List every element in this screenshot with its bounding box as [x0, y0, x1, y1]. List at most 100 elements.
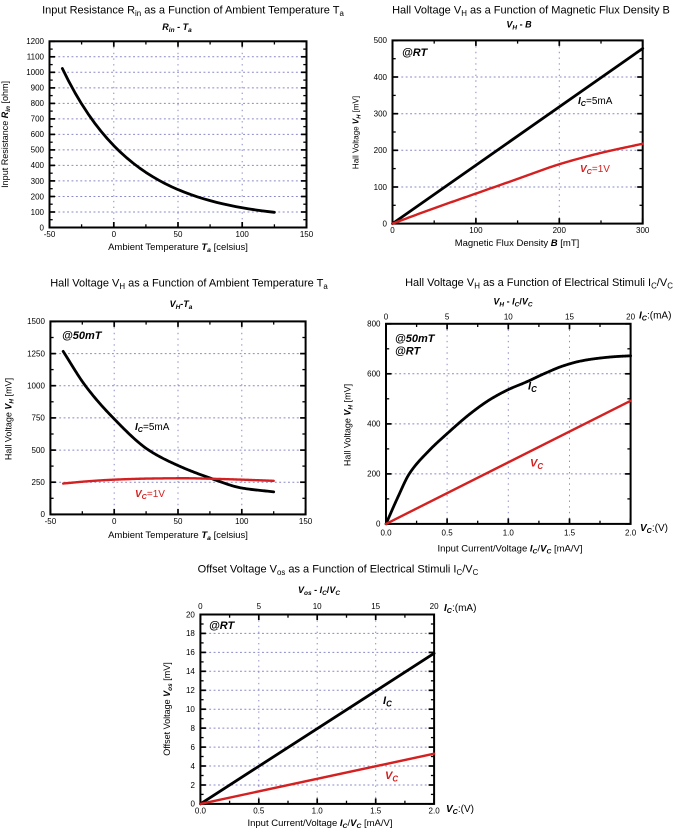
- svg-text:600: 600: [367, 370, 381, 379]
- svg-text:18: 18: [186, 629, 195, 638]
- svg-text:Hall Voltage VH as a Function: Hall Voltage VH as a Function of Electri…: [405, 277, 673, 290]
- svg-text:400: 400: [31, 161, 45, 170]
- svg-text:0: 0: [376, 520, 381, 529]
- svg-text:VC:(V): VC:(V): [640, 523, 668, 535]
- svg-text:0: 0: [112, 230, 117, 239]
- svg-text:100: 100: [235, 517, 249, 526]
- svg-text:100: 100: [374, 183, 388, 192]
- svg-text:Ambient Temperature Ta [celsiu: Ambient Temperature Ta [celsius]: [108, 242, 248, 254]
- svg-text:10: 10: [313, 602, 322, 611]
- svg-text:150: 150: [300, 230, 314, 239]
- svg-text:0: 0: [384, 312, 389, 321]
- svg-text:VC: VC: [530, 458, 543, 471]
- svg-text:IC=5mA: IC=5mA: [578, 96, 613, 108]
- svg-text:50: 50: [174, 230, 183, 239]
- svg-text:4: 4: [190, 762, 195, 771]
- svg-text:200: 200: [367, 470, 381, 479]
- svg-text:900: 900: [31, 84, 45, 93]
- svg-text:8: 8: [190, 724, 195, 733]
- svg-text:2.0: 2.0: [625, 528, 637, 537]
- svg-text:5: 5: [257, 602, 262, 611]
- svg-text:16: 16: [186, 648, 195, 657]
- svg-text:0.0: 0.0: [195, 806, 207, 815]
- svg-text:20: 20: [430, 602, 439, 611]
- svg-text:10: 10: [504, 312, 513, 321]
- svg-text:1.5: 1.5: [370, 806, 382, 815]
- svg-text:400: 400: [367, 420, 381, 429]
- svg-text:IC: IC: [383, 695, 392, 708]
- svg-text:VC:(V): VC:(V): [446, 804, 474, 816]
- svg-text:Input Resistance Rin [ohm]: Input Resistance Rin [ohm]: [0, 81, 12, 188]
- svg-text:300: 300: [636, 226, 650, 235]
- svg-text:0: 0: [40, 223, 45, 232]
- svg-text:Hall Voltage VH as a Function: Hall Voltage VH as a Function of Magneti…: [392, 5, 670, 18]
- svg-text:200: 200: [31, 192, 45, 201]
- svg-text:@50mT: @50mT: [62, 330, 103, 342]
- svg-text:1.0: 1.0: [312, 806, 324, 815]
- svg-text:200: 200: [374, 146, 388, 155]
- svg-text:1100: 1100: [27, 53, 45, 62]
- svg-text:Offset Voltage Vos as a Functi: Offset Voltage Vos as a Function of Elec…: [198, 564, 479, 577]
- svg-text:15: 15: [565, 312, 574, 321]
- svg-text:800: 800: [367, 320, 381, 329]
- svg-text:0: 0: [390, 226, 395, 235]
- svg-text:VH - B: VH - B: [506, 20, 532, 32]
- svg-text:@RT: @RT: [395, 346, 421, 358]
- svg-text:1000: 1000: [26, 68, 44, 77]
- svg-text:Offset Voltage Vos [mV]: Offset Voltage Vos [mV]: [162, 662, 174, 756]
- svg-text:VC=1V: VC=1V: [135, 489, 165, 501]
- svg-text:0: 0: [40, 510, 45, 519]
- svg-text:200: 200: [553, 226, 567, 235]
- svg-text:1250: 1250: [27, 349, 45, 358]
- svg-text:100: 100: [31, 208, 45, 217]
- svg-text:IC: IC: [528, 381, 537, 394]
- svg-text:50: 50: [174, 517, 183, 526]
- svg-text:Rin - Ta: Rin - Ta: [162, 22, 192, 34]
- svg-text:1000: 1000: [27, 382, 45, 391]
- svg-text:6: 6: [190, 743, 195, 752]
- svg-text:VC: VC: [385, 770, 398, 783]
- svg-text:1500: 1500: [27, 317, 45, 326]
- svg-text:Input Resistance Rin as a Func: Input Resistance Rin as a Function of Am…: [42, 5, 344, 18]
- svg-text:20: 20: [626, 312, 635, 321]
- svg-text:15: 15: [371, 602, 380, 611]
- svg-text:Input Current/Voltage IC/VC [m: Input Current/Voltage IC/VC [mA/V]: [247, 818, 392, 830]
- svg-text:0: 0: [198, 602, 203, 611]
- svg-text:100: 100: [469, 226, 483, 235]
- svg-text:Hall Voltage VH as a Function: Hall Voltage VH as a Function of Ambient…: [50, 278, 328, 291]
- svg-text:1200: 1200: [26, 37, 44, 46]
- svg-text:10: 10: [186, 705, 195, 714]
- svg-text:2.0: 2.0: [429, 806, 441, 815]
- svg-text:5: 5: [445, 312, 450, 321]
- svg-text:Hall Voltage VH [mV]: Hall Voltage VH [mV]: [352, 96, 363, 169]
- svg-text:500: 500: [31, 146, 45, 155]
- svg-text:VH - IC/VC: VH - IC/VC: [493, 297, 532, 309]
- svg-text:@RT: @RT: [402, 47, 428, 59]
- svg-text:Magnetic Flux Density B [mT]: Magnetic Flux Density B [mT]: [455, 238, 580, 249]
- svg-text:600: 600: [31, 130, 45, 139]
- svg-text:750: 750: [32, 414, 46, 423]
- svg-text:400: 400: [374, 73, 388, 82]
- svg-text:0: 0: [190, 800, 195, 809]
- svg-text:Hall Voltage VH [mV]: Hall Voltage VH [mV]: [4, 378, 16, 460]
- svg-text:250: 250: [32, 478, 46, 487]
- svg-text:Ambient Temperature Ta [celsiu: Ambient Temperature Ta [celsius]: [108, 530, 248, 542]
- svg-text:IC=5mA: IC=5mA: [135, 422, 170, 434]
- svg-text:0.5: 0.5: [442, 528, 454, 537]
- svg-text:0: 0: [112, 517, 117, 526]
- svg-text:IC:(mA): IC:(mA): [639, 311, 671, 323]
- svg-text:0.0: 0.0: [380, 528, 392, 537]
- svg-text:14: 14: [186, 667, 195, 676]
- svg-text:1.5: 1.5: [564, 528, 576, 537]
- svg-text:500: 500: [374, 36, 388, 45]
- svg-text:@RT: @RT: [209, 620, 235, 632]
- svg-text:300: 300: [374, 110, 388, 119]
- svg-text:0: 0: [383, 219, 388, 228]
- svg-text:100: 100: [236, 230, 250, 239]
- svg-text:2: 2: [190, 781, 195, 790]
- svg-text:-50: -50: [44, 230, 56, 239]
- svg-text:Hall Voltage VH [mV]: Hall Voltage VH [mV]: [343, 384, 355, 466]
- svg-text:VC=1V: VC=1V: [580, 164, 610, 176]
- svg-text:VH-Ta: VH-Ta: [170, 299, 193, 311]
- svg-text:700: 700: [31, 115, 45, 124]
